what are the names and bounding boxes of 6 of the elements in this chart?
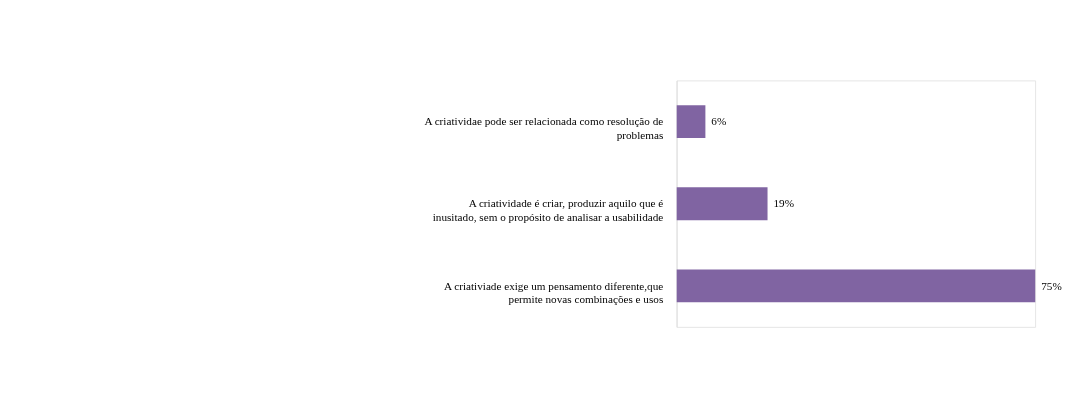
y-tick-label: A criativiade exige um pensamento diferente,que permite novas combinações e usos <box>443 279 664 306</box>
y-tick-label: A criatividade é criar, produzir aquilo que é inusitado, sem o propósito de analisar a usabilidade <box>432 197 664 223</box>
data-label: 6% <box>711 115 727 128</box>
data-label: 75% <box>1041 279 1062 292</box>
y-tick-label: A criatividae pode ser relacionada como resolução de problemas <box>424 115 664 141</box>
data-label: 19% <box>773 197 795 210</box>
